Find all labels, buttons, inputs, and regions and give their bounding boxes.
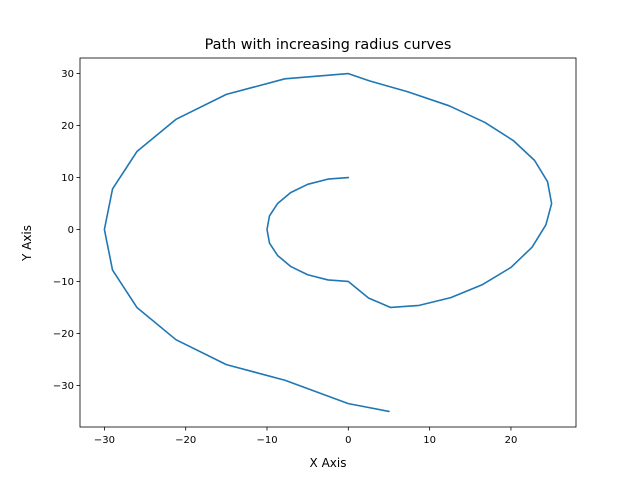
x-tick-label: −30 bbox=[94, 435, 115, 446]
y-tick-label: 10 bbox=[61, 173, 74, 184]
chart-title: Path with increasing radius curves bbox=[205, 37, 452, 53]
x-tick-label: 0 bbox=[345, 435, 351, 446]
plot-area bbox=[79, 57, 577, 428]
x-tick-label: −10 bbox=[256, 435, 277, 446]
x-tick-label: 20 bbox=[505, 435, 518, 446]
x-axis-ticks: −30 −20 −10 0 10 20 bbox=[94, 427, 517, 446]
y-axis-label: Y Axis bbox=[20, 225, 34, 262]
series-line-0 bbox=[103, 72, 553, 413]
y-tick-label: −30 bbox=[53, 381, 74, 392]
y-tick-label: 30 bbox=[61, 69, 74, 80]
y-tick-label: 20 bbox=[61, 121, 74, 132]
y-tick-label: 0 bbox=[68, 225, 74, 236]
x-tick-label: 10 bbox=[423, 435, 436, 446]
axes-frame bbox=[79, 57, 577, 428]
x-axis-label: X Axis bbox=[310, 456, 347, 470]
y-tick-label: −10 bbox=[53, 277, 74, 288]
y-tick-label: −20 bbox=[53, 329, 74, 340]
x-tick-label: −20 bbox=[175, 435, 196, 446]
y-axis-ticks: −30 −20 −10 0 10 20 30 bbox=[53, 69, 80, 392]
